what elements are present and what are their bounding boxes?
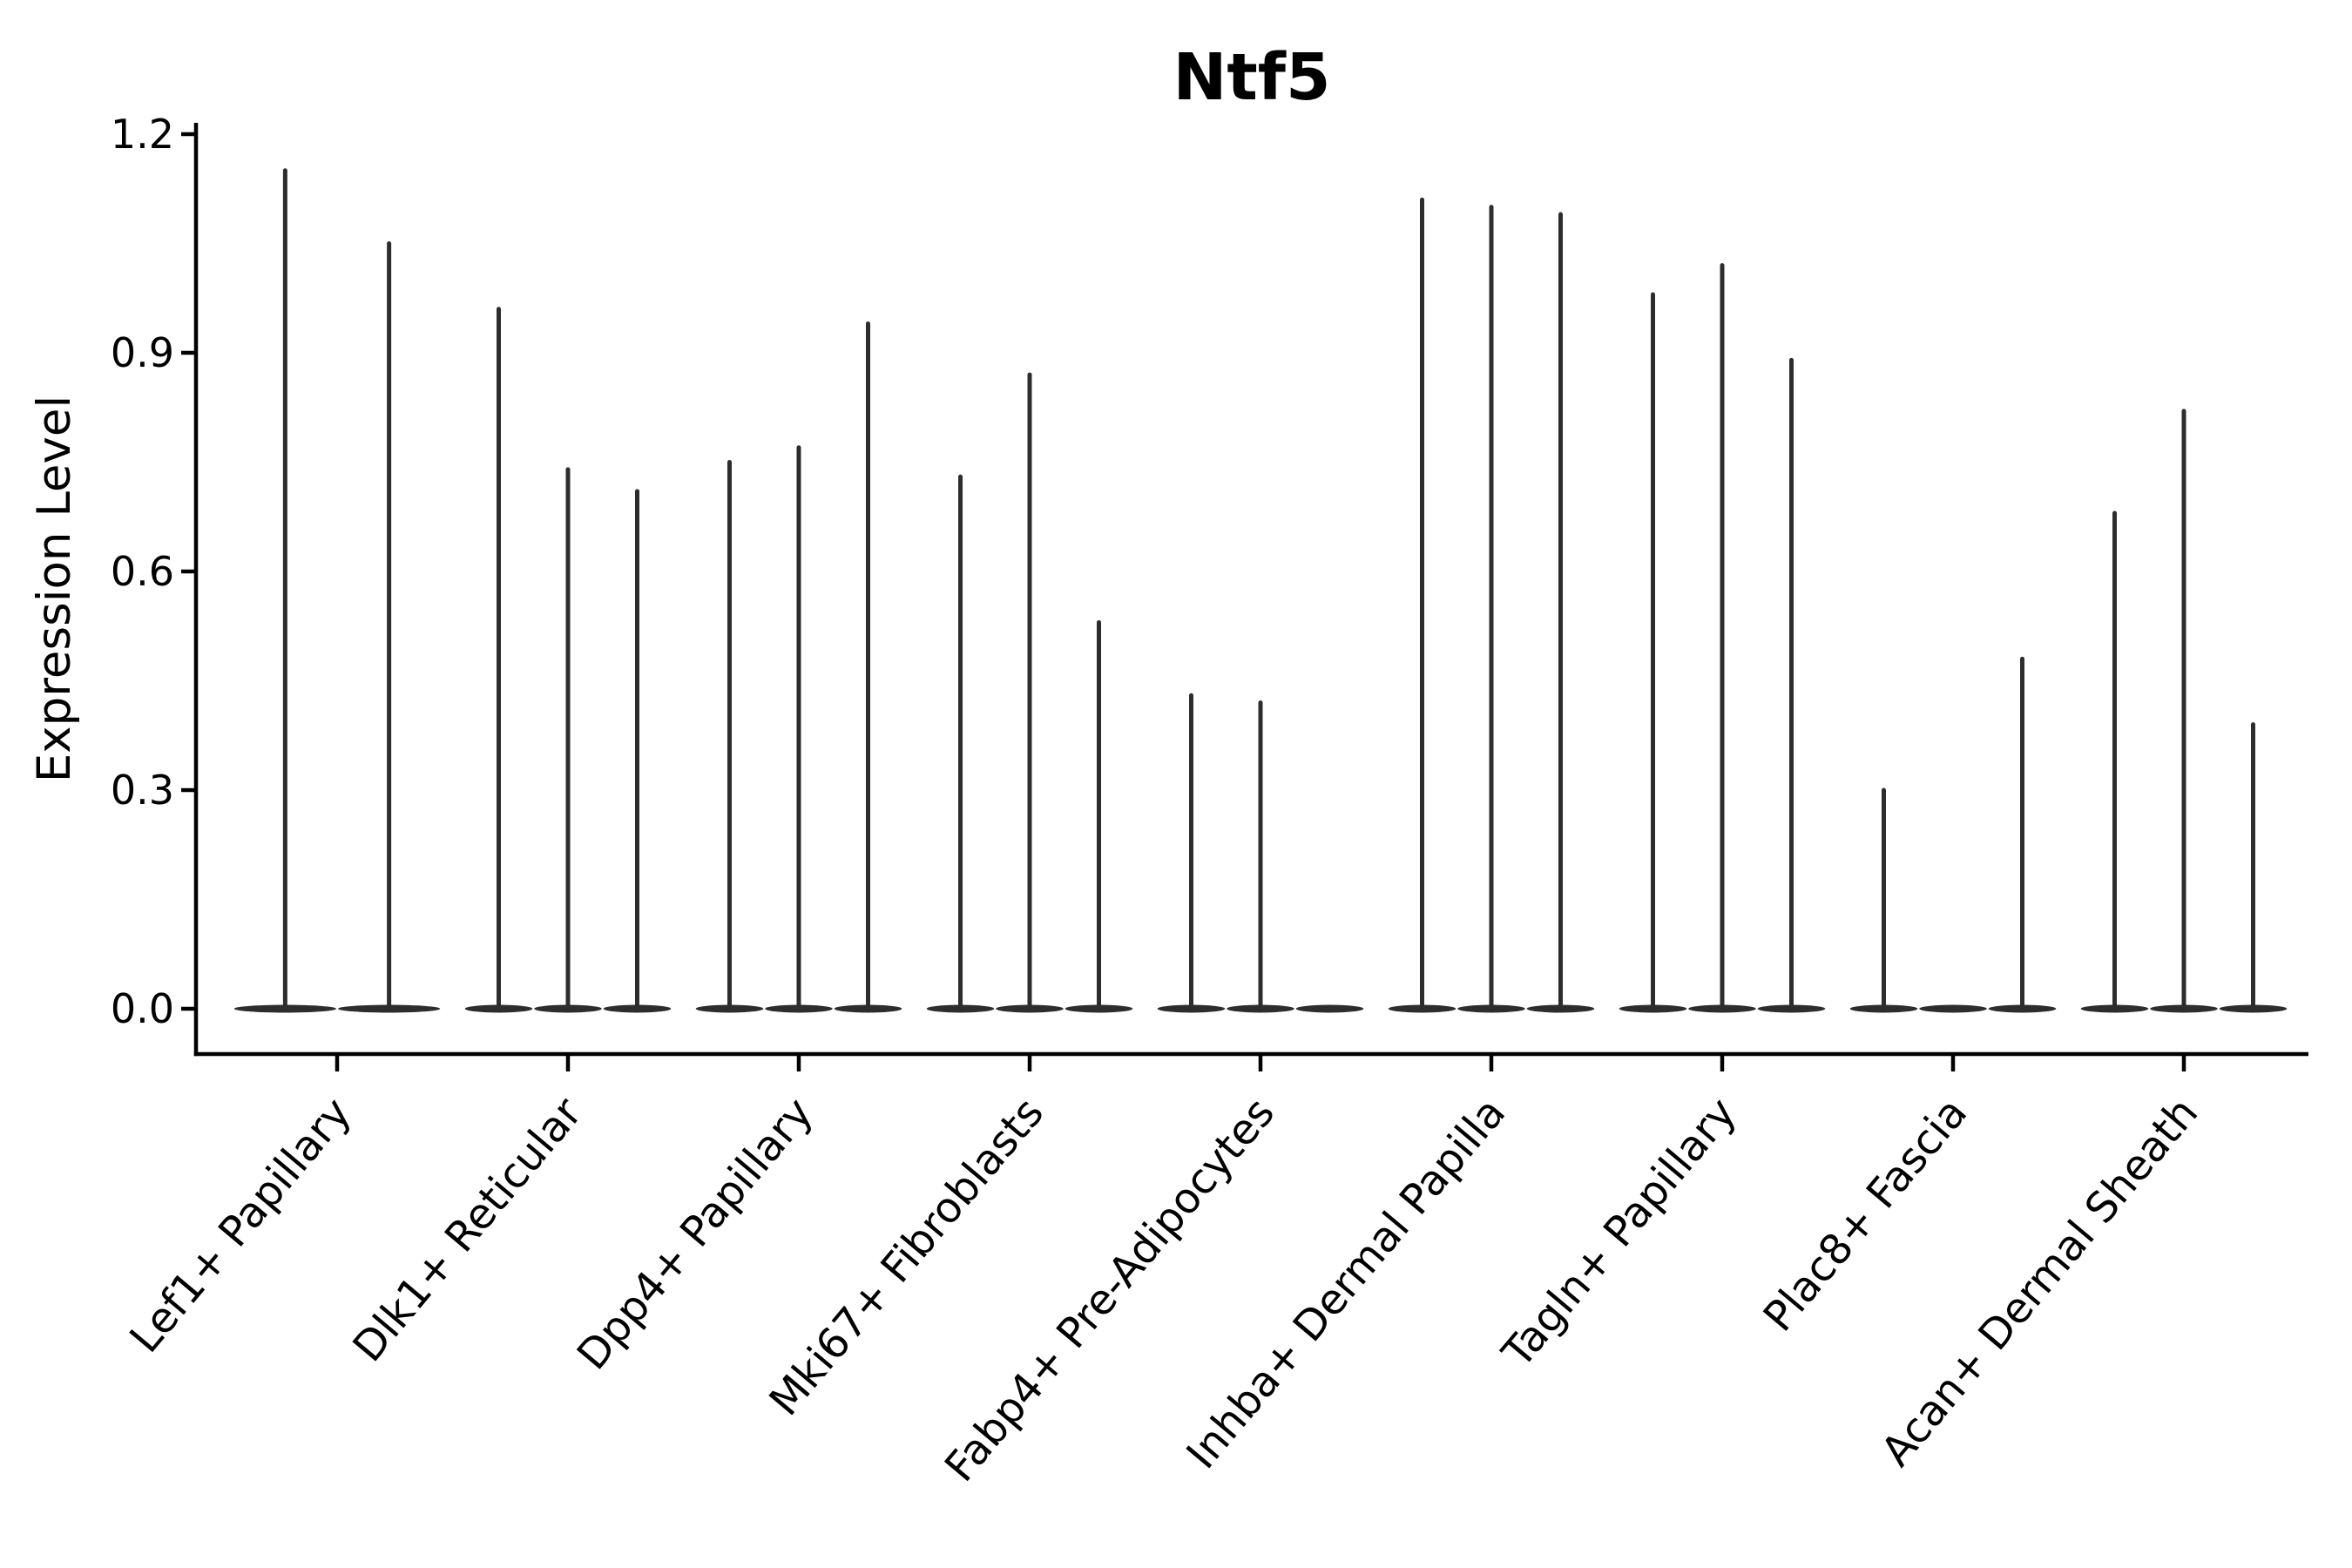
violin-group [1157,693,1364,1013]
violin-group [1619,263,1826,1013]
violin-group [926,372,1133,1013]
violin-group [1388,197,1595,1013]
violin-group [464,307,672,1013]
chart-title: Ntf5 [1173,40,1331,115]
y-tick-label: 1.2 [111,111,174,158]
violins-layer [233,168,2288,1013]
x-tick-label: Dpp4+ Papillary [568,1089,822,1379]
violin-group [2080,409,2288,1013]
y-axis-ticks: 0.0 0.3 0.6 0.9 1.2 [111,111,196,1032]
violin-group [1849,656,2057,1013]
y-tick-label: 0.9 [111,329,174,376]
y-axis-label: Expression Level [28,395,81,782]
x-tick-label: Tagln+ Papillary [1492,1089,1746,1377]
x-tick-label: Plac8+ Fascia [1754,1089,1977,1341]
violin-group [695,321,902,1013]
y-tick-label: 0.6 [111,548,174,595]
violin-base [1295,1004,1364,1013]
x-tick-label: Dlk1+ Reticular [343,1089,591,1371]
y-tick-label: 0.0 [111,985,174,1032]
y-tick-label: 0.3 [111,767,174,814]
x-tick-label: Lef1+ Papillary [120,1089,361,1362]
violin-group [233,168,441,1013]
axes-spines [193,123,2308,1057]
violin-base [1919,1004,1987,1013]
